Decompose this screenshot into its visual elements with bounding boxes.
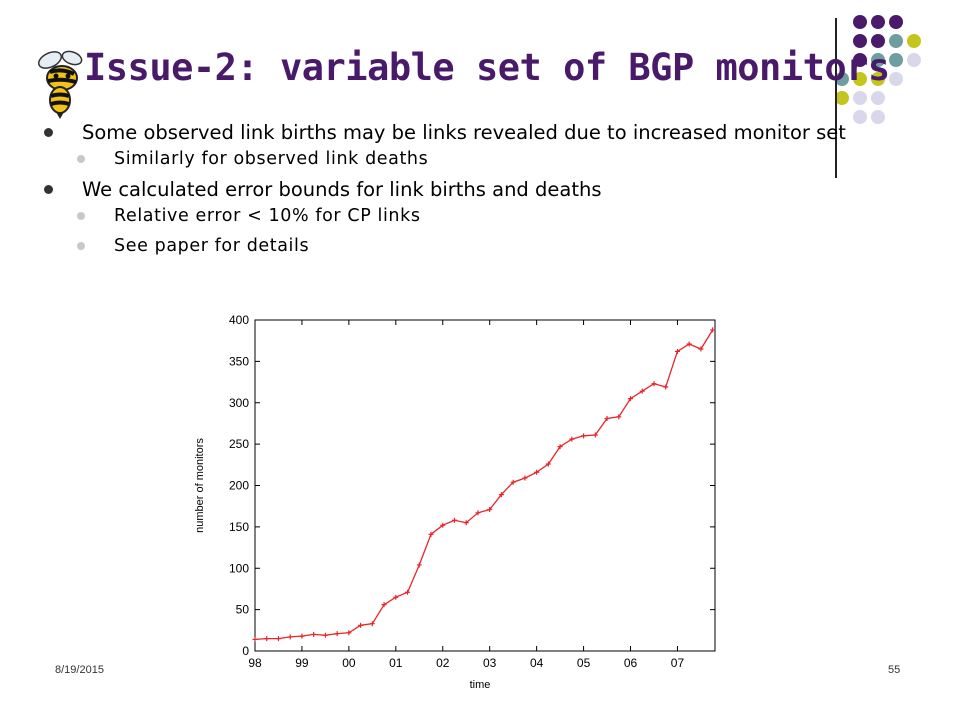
y-tick-label: 150 [229,520,249,534]
data-point [381,602,387,608]
data-point [275,636,281,642]
data-point [299,633,305,639]
decorative-dot [871,72,885,86]
data-point [322,632,328,638]
x-tick-label: 00 [342,656,356,670]
decorative-dot [835,91,849,105]
y-tick-label: 400 [229,313,249,327]
data-point [651,381,657,387]
data-point [487,506,493,512]
x-axis-label: time [470,679,491,691]
data-point [522,475,528,481]
x-tick-label: 01 [389,656,403,670]
y-tick-label: 100 [229,561,249,575]
data-point [628,396,634,402]
decorative-dot-grid [835,15,921,124]
x-tick-label: 02 [436,656,450,670]
y-axis-label: number of monitors [194,438,206,533]
data-point [311,631,317,637]
data-point [616,414,622,420]
decorative-dot [871,53,885,67]
data-point [451,517,457,523]
y-tick-label: 200 [229,479,249,493]
data-point [639,388,645,394]
data-point [592,432,598,438]
sub-bullet-item: Relative error < 10% for CP links [44,206,914,227]
decorative-dot [889,72,903,86]
plot-frame [254,319,716,652]
decorative-dot [889,53,903,67]
data-point [264,636,270,642]
decorative-dot [853,110,867,124]
decorative-dot [907,53,921,67]
decorative-dot [835,72,849,86]
data-point [440,522,446,528]
sub-bullet-item: See paper for details [44,236,914,257]
decorative-dot [871,15,885,29]
data-point [663,384,669,390]
data-point [710,327,716,333]
decorative-dot [907,34,921,48]
footer-page-number: 55 [888,664,901,676]
decorative-dot [853,15,867,29]
data-point [534,469,540,475]
y-tick-label: 250 [229,437,249,451]
data-point [463,520,469,526]
data-point [674,348,680,354]
y-tick-label: 50 [236,603,250,617]
data-point [604,415,610,421]
data-point [686,341,692,347]
data-point [358,622,364,628]
sub-bullet-item: Similarly for observed link deaths [44,149,914,170]
data-point [393,594,399,600]
footer-date: 8/19/2015 [55,664,104,676]
data-point [510,479,516,485]
data-point [416,562,422,568]
x-tick-label: 04 [530,656,544,670]
decorative-dot [871,91,885,105]
x-tick-label: 98 [248,656,262,670]
data-point [569,436,575,442]
data-point [369,621,375,627]
data-point [346,630,352,636]
data-point [428,531,434,537]
x-tick-label: 03 [483,656,497,670]
series-line [254,329,714,641]
data-point [557,444,563,450]
decorative-dot [853,53,867,67]
data-point [581,433,587,439]
y-tick-label: 350 [229,354,249,368]
decorative-dot [889,34,903,48]
x-tick-label: 05 [577,656,591,670]
bullet-list: Some observed link births may be links r… [44,122,914,266]
monitors-line-chart: 0 50 100 150 200 250 300 350 400 98 99 00 01 02 03 04 05… [194,313,716,691]
data-point [498,492,504,498]
x-tick-label: 07 [671,656,685,670]
decorative-dot [853,34,867,48]
data-point [698,346,704,352]
decorative-dot [853,72,867,86]
data-point [334,631,340,637]
y-tick-label: 0 [242,644,249,658]
data-point [475,510,481,516]
yellow-jacket-bee-icon [37,50,83,119]
x-tick-label: 99 [295,656,309,670]
y-tick-label: 300 [229,396,249,410]
data-point [405,589,411,595]
data-point [287,634,293,640]
decorative-dot [889,15,903,29]
data-point [252,636,258,642]
x-tick-label: 06 [624,656,638,670]
bullet-item: Some observed link births may be links r… [44,122,914,143]
decorative-dot [853,91,867,105]
bullet-item: We calculated error bounds for link birt… [44,179,914,200]
data-point [545,461,551,467]
decorative-dot [871,34,885,48]
decorative-vertical-line [835,18,837,178]
decorative-dot [871,110,885,124]
slide-title: Issue-2: variable set of BGP monitors [84,46,890,89]
